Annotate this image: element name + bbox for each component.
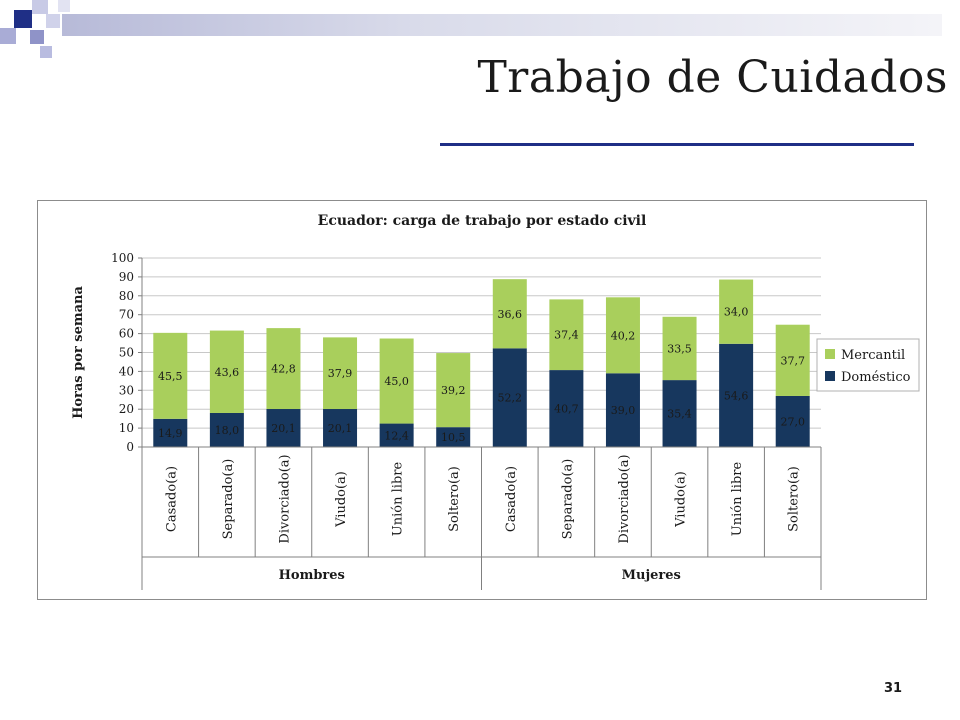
bar-domestico <box>266 409 301 447</box>
x-group-label: Mujeres <box>622 568 681 583</box>
bar-domestico <box>605 373 640 447</box>
x-category-label: Casado(a) <box>504 466 519 532</box>
y-axis-label: Horas por semana <box>71 286 86 419</box>
deco-square <box>40 46 52 58</box>
data-label-domestico: 14,9 <box>158 427 183 440</box>
data-label-mercantil: 37,7 <box>780 354 805 367</box>
data-label-mercantil: 37,4 <box>554 329 579 342</box>
data-label-mercantil: 33,5 <box>667 342 692 355</box>
bar-mercantil <box>719 279 754 344</box>
chart-frame: Ecuador: carga de trabajo por estado civ… <box>37 200 927 600</box>
bar-domestico <box>153 418 188 447</box>
legend-swatch-mercantil <box>825 349 835 359</box>
legend-swatch-domestico <box>825 371 835 381</box>
y-tick-label: 100 <box>111 251 134 265</box>
bar-domestico <box>549 370 584 447</box>
data-label-mercantil: 36,6 <box>498 308 522 321</box>
x-category-label: Divorciado(a) <box>277 454 292 543</box>
data-label-domestico: 18,0 <box>215 424 240 437</box>
deco-square <box>14 10 32 28</box>
data-label-domestico: 54,6 <box>724 389 749 402</box>
x-category-label: Unión libre <box>391 462 406 537</box>
y-tick-label: 40 <box>119 364 134 378</box>
data-label-domestico: 52,2 <box>498 392 522 405</box>
deco-square <box>32 0 48 14</box>
x-category-label: Separado(a) <box>221 459 236 540</box>
x-category-label: Casado(a) <box>164 466 179 532</box>
x-category-label: Soltero(a) <box>447 466 462 532</box>
bar-mercantil <box>662 316 697 381</box>
x-category-label: Separado(a) <box>560 459 575 540</box>
legend-label-domestico: Doméstico <box>841 370 911 385</box>
bar-mercantil <box>209 330 244 413</box>
bar-mercantil <box>379 338 414 424</box>
y-tick-label: 90 <box>119 270 134 284</box>
chart-title: Ecuador: carga de trabajo por estado civ… <box>318 213 647 229</box>
bar-mercantil <box>605 297 640 374</box>
data-label-domestico: 12,4 <box>384 429 409 442</box>
bar-domestico <box>662 380 697 447</box>
x-category-label: Divorciado(a) <box>617 454 632 543</box>
bar-mercantil <box>323 337 358 410</box>
bar-domestico <box>209 412 244 447</box>
data-label-domestico: 20,1 <box>271 422 296 435</box>
x-category-label: Soltero(a) <box>787 466 802 532</box>
data-label-domestico: 20,1 <box>328 422 353 435</box>
y-tick-label: 10 <box>119 421 134 435</box>
data-label-mercantil: 39,2 <box>441 384 466 397</box>
y-tick-label: 50 <box>119 346 134 360</box>
y-tick-label: 20 <box>119 402 134 416</box>
data-label-domestico: 27,0 <box>780 415 805 428</box>
y-tick-label: 30 <box>119 383 134 397</box>
data-label-mercantil: 42,8 <box>271 363 296 376</box>
y-tick-label: 60 <box>119 327 134 341</box>
bar-domestico <box>379 423 414 447</box>
data-label-mercantil: 43,6 <box>215 366 240 379</box>
title-divider <box>440 143 914 146</box>
bar-mercantil <box>492 279 527 349</box>
deco-square <box>30 30 44 44</box>
bar-domestico <box>323 409 358 447</box>
data-label-mercantil: 37,9 <box>328 367 353 380</box>
data-label-domestico: 10,5 <box>441 431 466 444</box>
x-category-label: Unión libre <box>730 462 745 537</box>
bar-mercantil <box>549 299 584 371</box>
bar-domestico <box>436 427 471 447</box>
y-tick-label: 0 <box>126 440 134 454</box>
x-category-label: Viudo(a) <box>674 471 689 528</box>
bar-domestico <box>492 348 527 447</box>
bar-mercantil <box>153 332 188 419</box>
x-group-label: Hombres <box>279 568 345 583</box>
deco-gradient-bar <box>62 14 942 36</box>
data-label-mercantil: 40,2 <box>611 329 636 342</box>
data-label-mercantil: 45,5 <box>158 370 183 383</box>
bar-domestico <box>719 343 754 447</box>
data-label-domestico: 39,0 <box>611 404 636 417</box>
bar-mercantil <box>436 353 471 428</box>
deco-square <box>0 28 16 44</box>
legend-label-mercantil: Mercantil <box>841 348 905 363</box>
bar-mercantil <box>266 328 301 410</box>
data-label-mercantil: 34,0 <box>724 306 749 319</box>
deco-square <box>46 14 60 28</box>
legend-box <box>816 338 920 392</box>
y-tick-label: 80 <box>119 289 134 303</box>
slide-title: Trabajo de Cuidados <box>477 52 948 103</box>
bar-mercantil <box>775 324 810 396</box>
x-category-label: Viudo(a) <box>334 471 349 528</box>
y-tick-label: 70 <box>119 308 134 322</box>
data-label-domestico: 35,4 <box>667 408 692 421</box>
page-number: 31 <box>884 681 903 696</box>
stacked-bar-chart: Ecuador: carga de trabajo por estado civ… <box>71 213 920 590</box>
data-label-domestico: 40,7 <box>554 403 579 416</box>
data-label-mercantil: 45,0 <box>384 375 409 388</box>
bar-domestico <box>775 395 810 447</box>
deco-square <box>58 0 70 12</box>
